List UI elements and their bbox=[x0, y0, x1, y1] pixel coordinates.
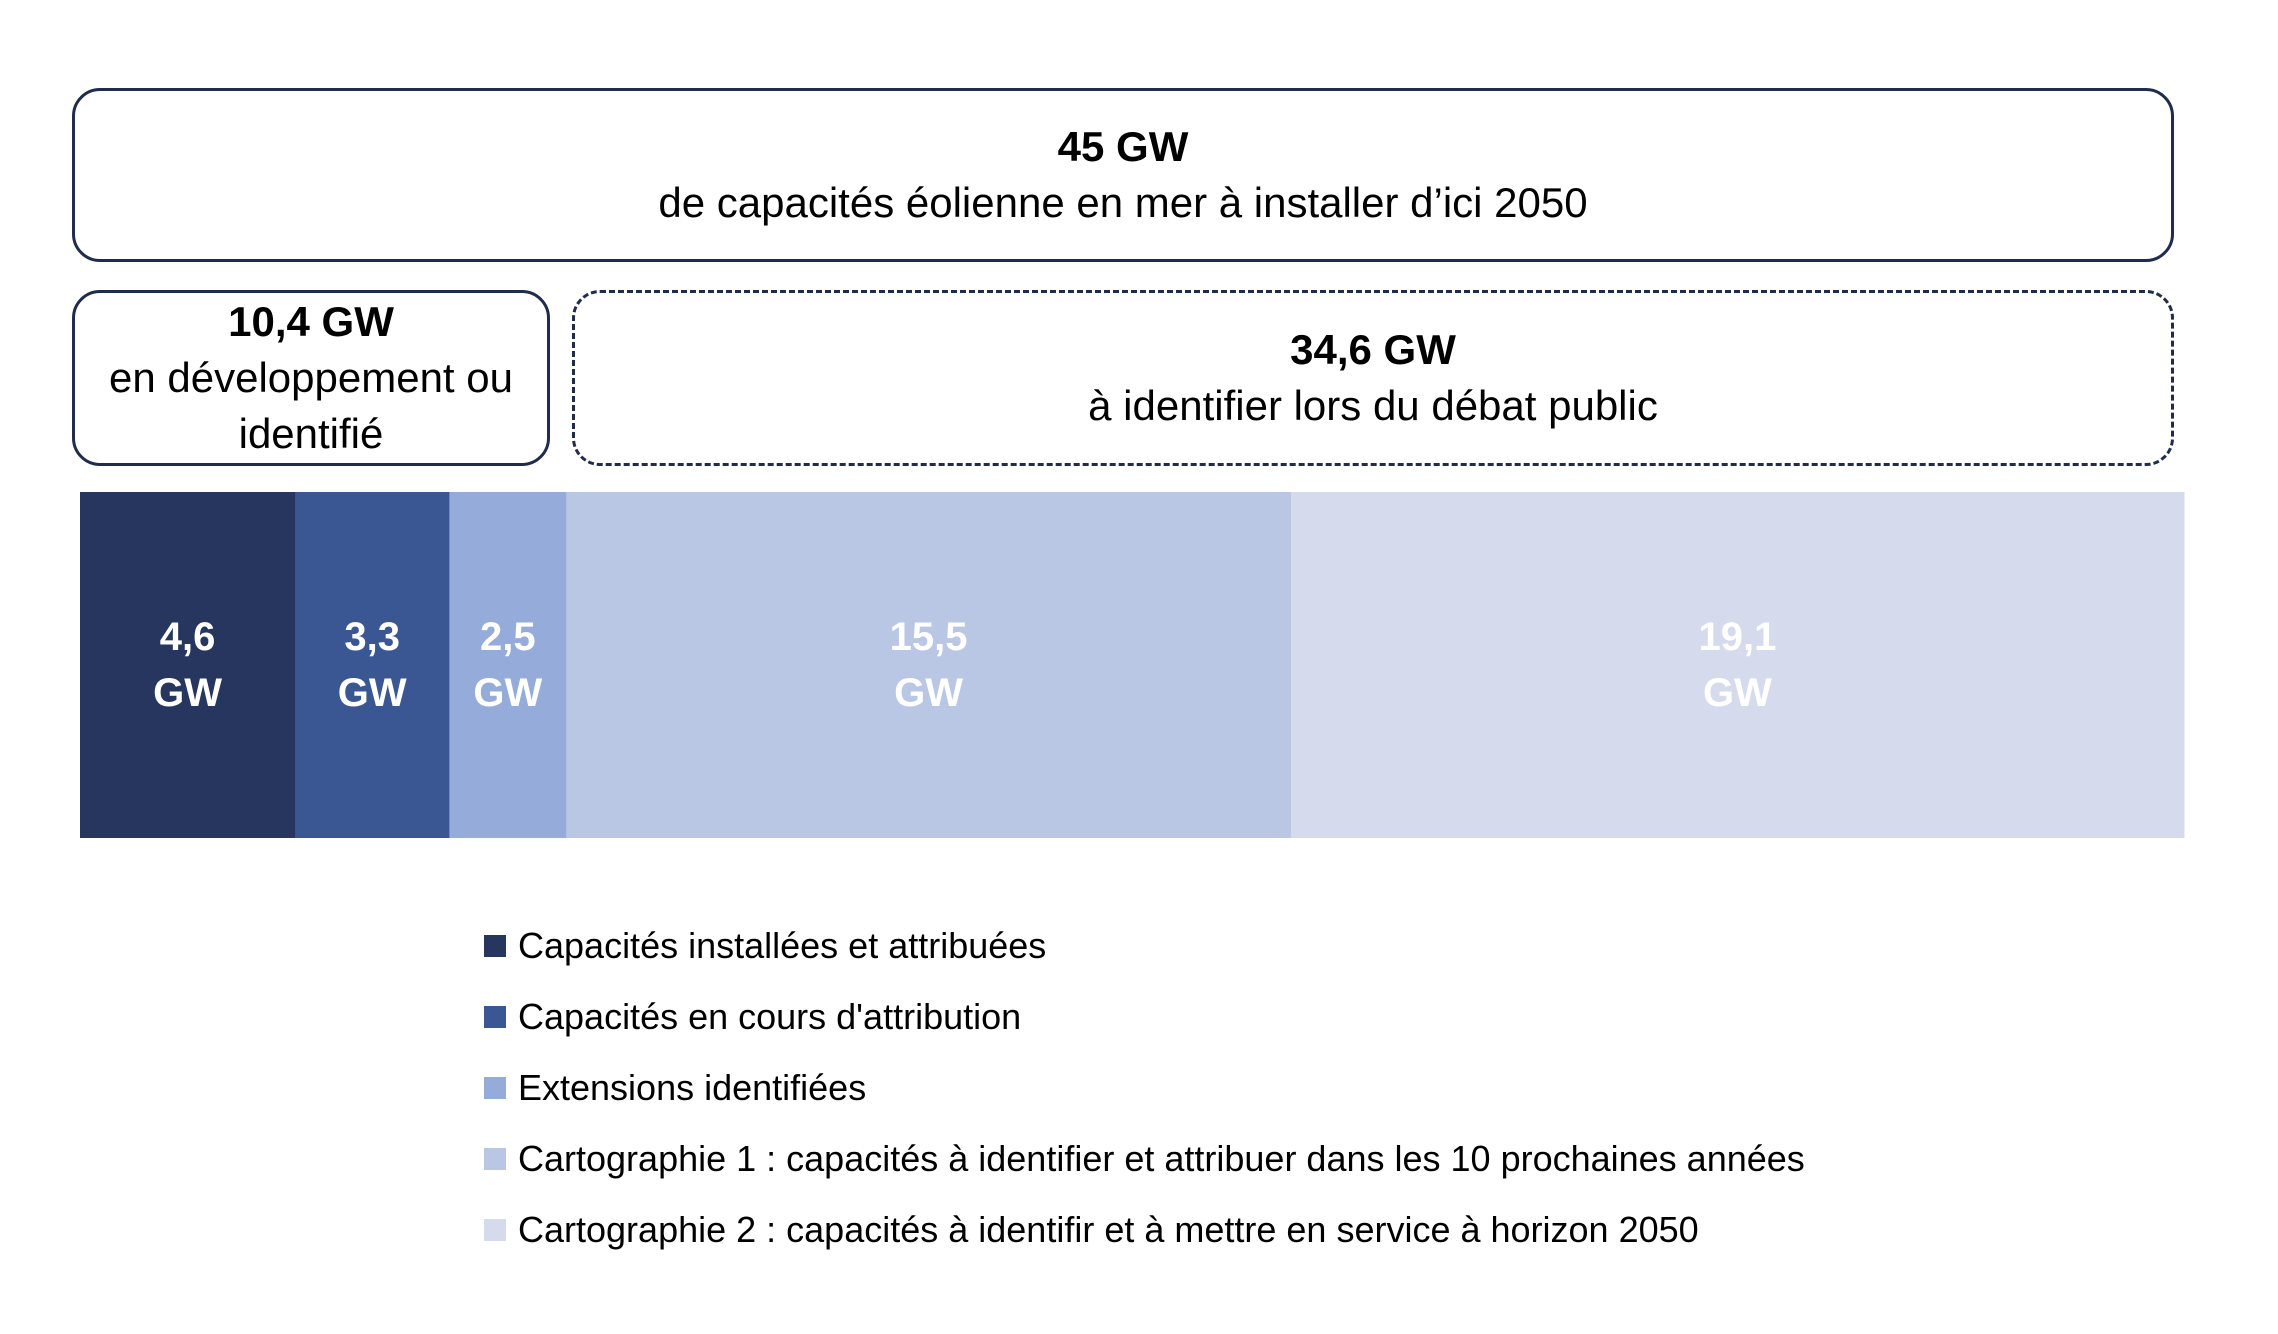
legend-swatch bbox=[484, 1005, 506, 1028]
legend-item: Cartographie 1 : capacités à identifier … bbox=[484, 1123, 1805, 1194]
legend-item: Extensions identifiées bbox=[484, 1052, 1805, 1123]
total-capacity-box: 45 GW de capacités éolienne en mer à ins… bbox=[72, 88, 2174, 262]
total-capacity-description: de capacités éolienne en mer à installer… bbox=[658, 179, 1588, 226]
legend-item: Capacités en cours d'attribution bbox=[484, 981, 1805, 1052]
legend-label: Capacités installées et attribuées bbox=[518, 924, 1047, 966]
bar-segment bbox=[1290, 492, 2185, 838]
to-identify-capacity-description: à identifier lors du débat public bbox=[1088, 382, 1658, 429]
to-identify-capacity-box: 34,6 GW à identifier lors du débat publi… bbox=[572, 290, 2174, 466]
legend-label: Extensions identifiées bbox=[518, 1066, 867, 1108]
legend-swatch bbox=[484, 1076, 506, 1099]
legend-item: Cartographie 2 : capacités à identifir e… bbox=[484, 1194, 1805, 1265]
legend-swatch bbox=[484, 1218, 506, 1241]
bar-segment bbox=[80, 492, 296, 838]
legend-swatch bbox=[484, 1147, 506, 1170]
legend-item: Capacités installées et attribuées bbox=[484, 910, 1805, 981]
segment-value-label: 15,5 GW bbox=[890, 615, 968, 715]
developed-capacity-desc-line1: en développement ou bbox=[109, 354, 513, 401]
bar-segment bbox=[449, 492, 567, 838]
legend-label: Cartographie 2 : capacités à identifir e… bbox=[518, 1208, 1699, 1250]
segment-value-label: 4,6 GW bbox=[153, 615, 222, 715]
segment-value-label: 2,5 GW bbox=[473, 615, 542, 715]
segment-value-label: 19,1 GW bbox=[1699, 615, 1777, 715]
segment-value-label: 3,3 GW bbox=[338, 615, 407, 715]
developed-capacity-value: 10,4 GW bbox=[228, 298, 394, 345]
legend: Capacités installées et attribuées Capac… bbox=[484, 910, 1805, 1265]
legend-swatch bbox=[484, 934, 506, 957]
developed-capacity-desc-line2: identifié bbox=[238, 410, 384, 457]
total-capacity-value: 45 GW bbox=[1057, 123, 1189, 170]
legend-label: Cartographie 1 : capacités à identifier … bbox=[518, 1137, 1805, 1179]
to-identify-capacity-value: 34,6 GW bbox=[1290, 326, 1456, 373]
bar-segment bbox=[566, 492, 1292, 838]
legend-label: Capacités en cours d'attribution bbox=[518, 995, 1022, 1037]
bar-segment bbox=[295, 492, 450, 838]
developed-capacity-box: 10,4 GW en développement ou identifié bbox=[72, 290, 550, 466]
